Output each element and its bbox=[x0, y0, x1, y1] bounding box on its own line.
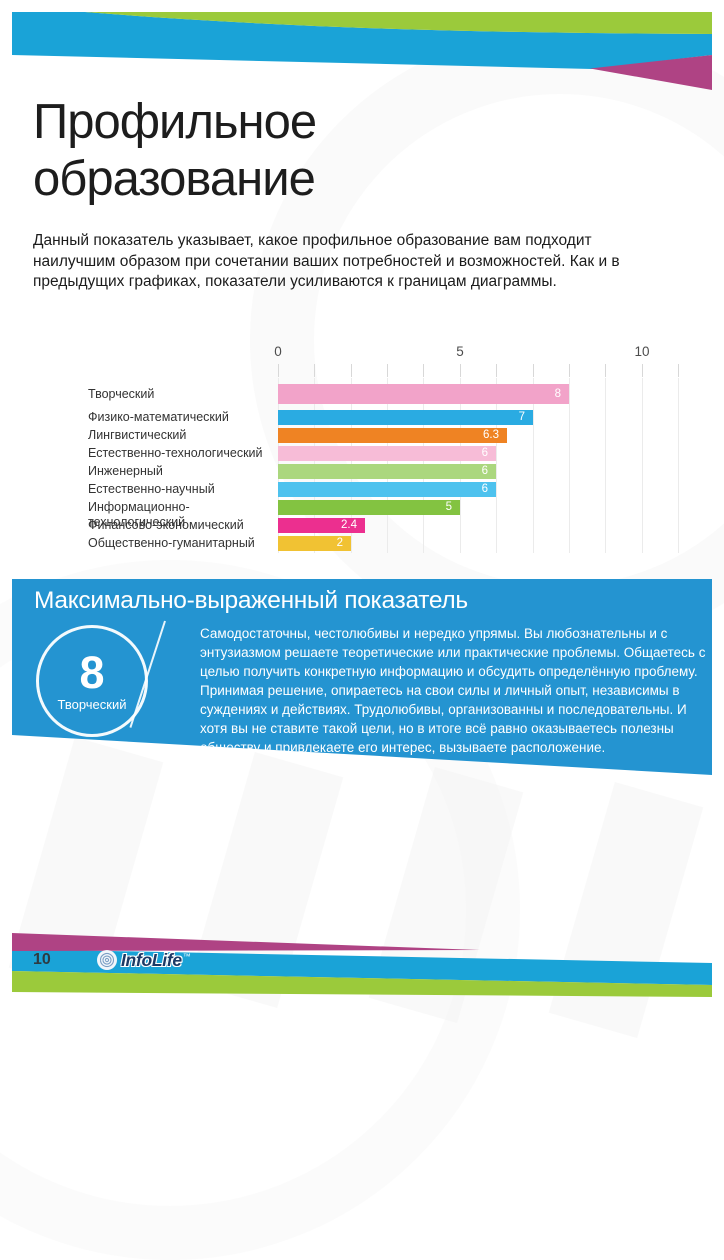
page-number: 10 bbox=[33, 951, 51, 968]
header-magenta-shape bbox=[590, 55, 712, 90]
gridline bbox=[569, 378, 570, 553]
header-blue-shape bbox=[12, 12, 712, 69]
infolife-logo: InfoLife ™ bbox=[96, 949, 191, 971]
bar-value-label: 6 bbox=[481, 447, 488, 459]
gridline bbox=[642, 378, 643, 553]
footer-magenta-shape bbox=[12, 933, 480, 951]
axis-tick bbox=[605, 364, 606, 377]
bar-chart: 0 5 10 Творческий 8 Физико-математический 7… bbox=[12, 340, 712, 565]
bar-value-label: 6 bbox=[481, 465, 488, 477]
chart-rows: Творческий 8 Физико-математический 7 Лингвис… bbox=[12, 384, 712, 554]
axis-tick bbox=[569, 364, 570, 377]
fingerprint-icon bbox=[97, 950, 117, 970]
bar-4: 6 bbox=[278, 446, 496, 461]
bar-2: 7 bbox=[278, 410, 533, 425]
chart-row: Инженерный 6 bbox=[12, 464, 712, 479]
axis-tick bbox=[642, 364, 643, 377]
bar-value-label: 6.3 bbox=[483, 429, 499, 441]
bar-1: 8 bbox=[278, 384, 569, 404]
axis-tick-label: 10 bbox=[634, 344, 650, 359]
chart-row: Физико-математический 7 bbox=[12, 410, 712, 425]
header-band bbox=[12, 12, 712, 92]
chart-row: Творческий 8 bbox=[12, 384, 712, 404]
bar-value-label: 8 bbox=[554, 388, 561, 400]
highlight-panel: Максимально-выраженный показатель 8 Твор… bbox=[12, 579, 712, 775]
bar-7: 5 bbox=[278, 500, 460, 515]
bar-5: 6 bbox=[278, 464, 496, 479]
category-label: Информационно-технологический bbox=[88, 500, 190, 529]
category-label: Физико-математический bbox=[88, 410, 229, 424]
chart-row: Информационно-технологический 5 bbox=[12, 500, 712, 529]
bar-8: 2.4 bbox=[278, 518, 365, 533]
axis-tick bbox=[351, 364, 352, 377]
gridline bbox=[605, 378, 606, 553]
axis-tick bbox=[278, 364, 279, 377]
chart-row: Естественно-научный 6 bbox=[12, 482, 712, 497]
bar-9: 2 bbox=[278, 536, 351, 551]
gridline bbox=[496, 378, 497, 553]
score-label: Творческий bbox=[57, 696, 127, 712]
chart-row: Общественно-гуманитарный 2 bbox=[12, 536, 712, 551]
category-label: Финансово-экономический bbox=[88, 518, 244, 532]
axis-tick bbox=[496, 364, 497, 377]
footer-green-shape bbox=[12, 971, 712, 997]
bar-value-label: 2 bbox=[336, 537, 343, 549]
highlight-description: Самодостаточны, честолюбивы и нередко уп… bbox=[200, 626, 706, 755]
axis-tick bbox=[314, 364, 315, 377]
category-label: Общественно-гуманитарный bbox=[88, 536, 255, 550]
category-label: Творческий bbox=[88, 387, 155, 401]
bar-6: 6 bbox=[278, 482, 496, 497]
footer-blue-shape bbox=[12, 949, 712, 985]
bar-value-label: 7 bbox=[518, 411, 525, 423]
category-label: Лингвистический bbox=[88, 428, 187, 442]
header-green-shape bbox=[85, 12, 712, 34]
gridline bbox=[678, 378, 679, 553]
chart-row: Финансово-экономический 2.4 bbox=[12, 518, 712, 533]
gridline bbox=[533, 378, 534, 553]
footer-band bbox=[12, 930, 712, 1000]
trademark-symbol: ™ bbox=[182, 951, 191, 961]
highlight-heading: Максимально-выраженный показатель bbox=[34, 587, 468, 614]
bar-value-label: 2.4 bbox=[341, 519, 357, 531]
intro-paragraph: Данный показатель указывает, какое профи… bbox=[33, 232, 620, 290]
chart-row: Естественно-технологический 6 bbox=[12, 446, 712, 461]
category-label: Инженерный bbox=[88, 464, 163, 478]
bar-value-label: 6 bbox=[481, 483, 488, 495]
axis-tick bbox=[533, 364, 534, 377]
axis-tick-label: 0 bbox=[274, 344, 282, 359]
axis-tick bbox=[678, 364, 679, 377]
page-title: Профильное образование bbox=[33, 95, 317, 206]
score-value: 8 bbox=[79, 646, 105, 698]
category-label: Естественно-научный bbox=[88, 482, 215, 496]
axis-tick bbox=[460, 364, 461, 377]
axis-tick-label: 5 bbox=[456, 344, 464, 359]
category-label: Естественно-технологический bbox=[88, 446, 263, 460]
bar-3: 6.3 bbox=[278, 428, 507, 443]
bar-value-label: 5 bbox=[445, 501, 452, 513]
axis-tick bbox=[423, 364, 424, 377]
chart-row: Лингвистический 6.3 bbox=[12, 428, 712, 443]
axis-tick bbox=[387, 364, 388, 377]
brand-name: InfoLife bbox=[121, 949, 182, 970]
